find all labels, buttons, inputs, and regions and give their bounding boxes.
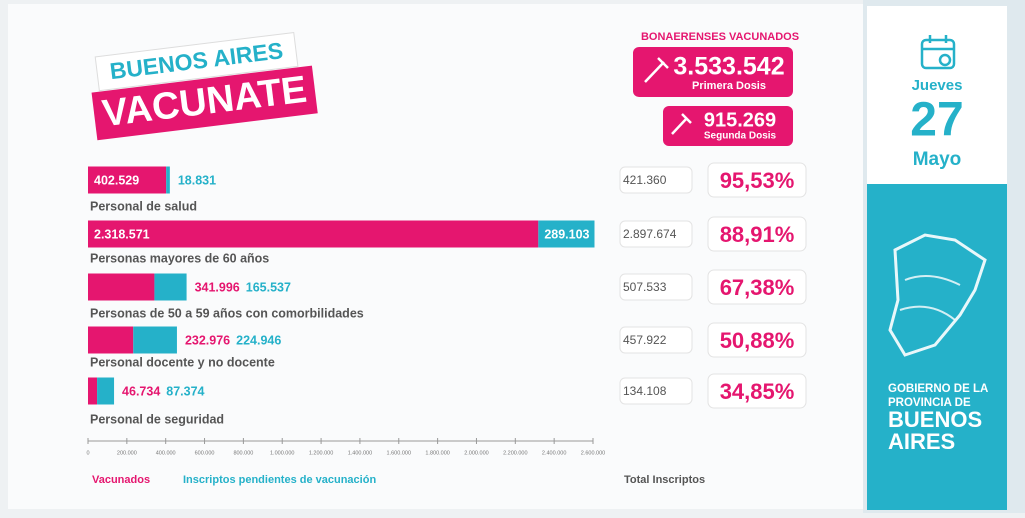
bar — [88, 326, 134, 354]
x-tick-label: 1.400.000 — [348, 450, 372, 456]
total-label: 457.922 — [623, 333, 667, 347]
percentage-label: 34,85% — [720, 379, 795, 404]
value-label: 2.318.571 — [94, 227, 150, 241]
syringe-icon — [644, 57, 692, 135]
dose-value: 3.533.542 — [673, 53, 784, 81]
dose-value: 915.269 — [704, 109, 776, 131]
percentage-box — [707, 162, 807, 198]
value-label: 289.103 — [544, 227, 589, 241]
x-tick-label: 1.000.000 — [270, 450, 294, 456]
percentage-box — [707, 269, 807, 305]
x-tick-label: 2.600.000 — [581, 450, 605, 456]
logo-plate — [94, 31, 299, 92]
calendar-icon — [920, 35, 956, 70]
dose-box — [663, 106, 793, 146]
category-label: Personal de seguridad — [90, 412, 224, 426]
bar — [133, 326, 177, 354]
percentage-label: 95,53% — [720, 168, 795, 193]
x-tick-label: 600.000 — [195, 450, 215, 456]
x-tick-label: 800.000 — [233, 450, 253, 456]
category-label: Personas mayores de 60 años — [90, 251, 269, 265]
government-line: GOBIERNO DE LA — [888, 383, 988, 395]
x-tick-label: 1.600.000 — [387, 450, 411, 456]
value-label: 232.976 — [185, 333, 230, 347]
x-tick-label: 2.200.000 — [503, 450, 527, 456]
x-tick-label: 1.800.000 — [425, 450, 449, 456]
month: Mayo — [913, 149, 962, 170]
value-label: 224.946 — [236, 333, 281, 347]
value-label: 18.831 — [178, 173, 216, 187]
total-box — [619, 326, 693, 354]
value-label: 46.734 — [122, 384, 160, 398]
weekday: Jueves — [912, 77, 963, 94]
legend-label: Total Inscriptos — [624, 474, 705, 486]
government-box — [867, 184, 1007, 510]
date-box — [867, 6, 1007, 184]
government-line: PROVINCIA DE — [888, 397, 971, 409]
total-box — [619, 166, 693, 194]
percentage-box — [707, 322, 807, 358]
value-label: 402.529 — [94, 173, 139, 187]
total-label: 2.897.674 — [623, 227, 677, 241]
x-tick-label: 400.000 — [156, 450, 176, 456]
dose-box — [633, 47, 793, 97]
category-label: Personal docente y no docente — [90, 355, 275, 369]
logo-plate — [91, 65, 318, 141]
bar — [97, 377, 115, 405]
percentage-box — [707, 373, 807, 409]
dose-label: Segunda Dosis — [704, 131, 777, 142]
value-label: 87.374 — [166, 384, 204, 398]
x-tick-label: 200.000 — [117, 450, 137, 456]
value-label: 341.996 — [195, 280, 240, 294]
total-box — [619, 377, 693, 405]
legend-label: Vacunados — [92, 474, 150, 486]
value-label: 165.537 — [246, 280, 291, 294]
bar — [88, 220, 539, 248]
bar — [538, 220, 595, 248]
total-label: 134.108 — [623, 384, 667, 398]
bar — [166, 166, 170, 194]
x-tick-label: 2.400.000 — [542, 450, 566, 456]
x-tick-label: 1.200.000 — [309, 450, 333, 456]
total-box — [619, 273, 693, 301]
legend-label: Inscriptos pendientes de vacunación — [183, 474, 376, 486]
day: 27 — [910, 94, 963, 147]
dose-label: Primera Dosis — [692, 80, 766, 92]
percentage-label: 88,91% — [720, 222, 795, 247]
x-tick-label: 0 — [86, 450, 89, 456]
government-line: BUENOS — [888, 407, 982, 432]
percentage-label: 50,88% — [720, 328, 795, 353]
logo: BUENOS AIRES VACUNATE — [91, 31, 318, 141]
province-illustration — [888, 233, 987, 357]
bar — [154, 273, 187, 301]
bar — [88, 377, 98, 405]
x-tick-label: 2.000.000 — [464, 450, 488, 456]
total-label: 507.533 — [623, 280, 667, 294]
category-label: Personas de 50 a 59 años con comorbilida… — [90, 306, 364, 320]
bar — [88, 273, 155, 301]
percentage-box — [707, 216, 807, 252]
category-label: Personal de salud — [90, 199, 197, 213]
percentage-label: 67,38% — [720, 275, 795, 300]
government-line: AIRES — [888, 429, 955, 454]
total-label: 421.360 — [623, 173, 667, 187]
bar — [88, 166, 167, 194]
header-title: BONAERENSES VACUNADOS — [641, 31, 799, 43]
province-detail — [899, 275, 961, 321]
total-box — [619, 220, 693, 248]
